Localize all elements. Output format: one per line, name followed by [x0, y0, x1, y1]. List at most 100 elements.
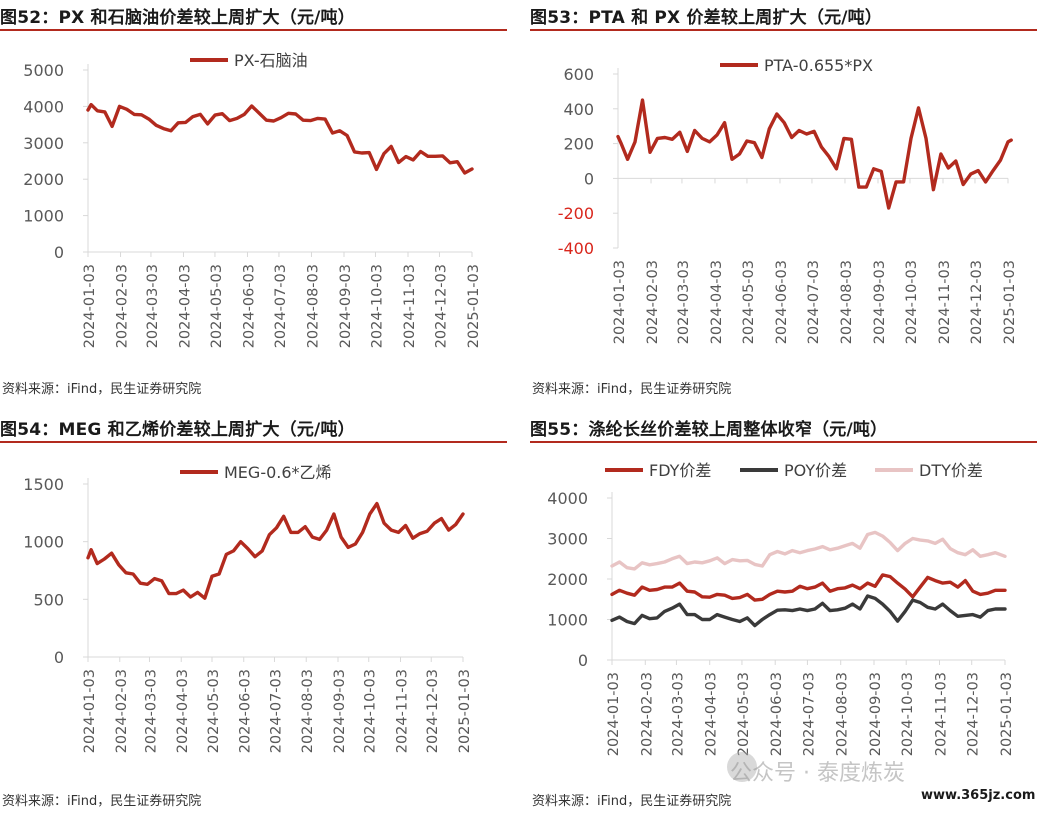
- line-chart-55: 0 1000 2000 3000 4000 2024-01-03 2024-02-03 202…: [547, 461, 1015, 756]
- x-tick-label: 2024-10-03: [904, 260, 920, 344]
- y-tick-label: -400: [558, 239, 594, 258]
- x-tick-label: 2024-06-03: [241, 264, 257, 348]
- y-tick-label: 0: [584, 169, 594, 188]
- x-tick-label: 2024-08-03: [300, 669, 316, 753]
- y-tick-label: 2000: [547, 570, 588, 589]
- x-tick-label: 2024-12-03: [433, 264, 449, 348]
- y-tick-label: 4000: [547, 489, 588, 508]
- x-tick-label: 2024-12-03: [966, 672, 982, 756]
- x-tick-label: 2024-08-03: [839, 260, 855, 344]
- x-tick-label: 2024-01-03: [82, 264, 98, 348]
- x-tick-label: 2024-09-03: [872, 260, 888, 344]
- series-line-1: [86, 501, 465, 600]
- x-tick-label: 2025-01-03: [1002, 260, 1018, 344]
- x-tick-label: 2024-06-03: [774, 260, 790, 344]
- y-tick-label: -200: [558, 204, 594, 223]
- x-tick-label: 2024-06-03: [238, 669, 254, 753]
- title-divider-54: [0, 441, 507, 443]
- x-tick-label: 2024-09-03: [332, 669, 348, 753]
- panel-title-55: 图55：涤纶长丝价差较上周整体收窄（元/吨）: [530, 420, 888, 440]
- legend-label: MEG-0.6*乙烯: [224, 463, 332, 482]
- x-tick-label: 2024-01-03: [82, 669, 98, 753]
- x-tick-label: 2024-04-03: [175, 669, 191, 753]
- x-tick-label: 2024-02-03: [114, 669, 130, 753]
- y-tick-label: 1000: [547, 611, 588, 630]
- x-tick-label: 2024-01-03: [606, 672, 622, 756]
- series-line-1: [86, 102, 474, 175]
- y-tick-label: 3000: [547, 530, 588, 549]
- y-tick-label: 0: [54, 648, 64, 667]
- chart-panel-52: 图52：PX 和石脑油价差较上周扩大（元/吨） 0 1000 2000 3000 400…: [0, 0, 507, 405]
- x-tick-label: 2024-05-03: [736, 672, 752, 756]
- line-chart-54: 0 500 1000 1500 2024-01-03 2024-02-03 2024-03-…: [23, 463, 473, 753]
- source-note-55: 资料来源：iFind，民生证券研究院: [532, 794, 732, 809]
- title-divider-53: [530, 29, 1037, 31]
- source-note-54: 资料来源：iFind，民生证券研究院: [2, 794, 202, 809]
- x-tick-label: 2024-07-03: [268, 669, 284, 753]
- chart-panel-55: 图55：涤纶长丝价差较上周整体收窄（元/吨） 0 1000 2000 3000 4000…: [530, 412, 1037, 817]
- legend-label: PX-石脑油: [234, 51, 308, 70]
- x-tick-label: 2024-10-03: [900, 672, 916, 756]
- watermark-text: 公众号 · 泰度炼炭: [730, 761, 905, 786]
- x-tick-label: 2024-05-03: [206, 669, 222, 753]
- x-tick-label: 2024-08-03: [835, 672, 851, 756]
- y-tick-label: 200: [563, 135, 594, 154]
- x-tick-label: 2024-03-03: [670, 672, 686, 756]
- x-tick-label: 2024-02-03: [115, 264, 131, 348]
- x-tick-label: 2025-01-03: [999, 672, 1015, 756]
- series-line-2: [610, 594, 1007, 628]
- y-tick-label: 0: [578, 651, 588, 670]
- y-tick-label: 4000: [23, 97, 64, 116]
- x-tick-label: 2024-07-03: [801, 672, 817, 756]
- y-tick-label: 600: [563, 65, 594, 84]
- panel-title-53: 图53：PTA 和 PX 价差较上周扩大（元/吨）: [530, 8, 883, 28]
- y-tick-label: 500: [33, 590, 64, 609]
- line-chart-52: 0 1000 2000 3000 4000 5000 2024-01-03 2024-02-0…: [23, 51, 482, 348]
- chart-panel-54: 图54：MEG 和乙烯价差较上周扩大（元/吨） 0 500 1000 1500 2024…: [0, 412, 507, 817]
- line-chart-53: -400 -200 0 200 400 600 2024-01-03 2024-02-03 20…: [558, 56, 1018, 344]
- x-tick-label: 2024-05-03: [209, 264, 225, 348]
- source-note-52: 资料来源：iFind，民生证券研究院: [2, 382, 202, 397]
- y-tick-label: 1000: [23, 533, 64, 552]
- x-tick-label: 2024-07-03: [806, 260, 822, 344]
- x-tick-label: 2024-04-03: [709, 260, 725, 344]
- x-tick-label: 2024-02-03: [639, 672, 655, 756]
- x-tick-label: 2024-09-03: [338, 264, 354, 348]
- x-tick-label: 2024-08-03: [305, 264, 321, 348]
- x-tick-label: 2024-11-03: [934, 672, 950, 756]
- series-line-1: [610, 573, 1007, 602]
- x-tick-label: 2024-04-03: [177, 264, 193, 348]
- x-tick-label: 2024-06-03: [769, 672, 785, 756]
- x-tick-label: 2024-03-03: [143, 669, 159, 753]
- y-tick-label: 1000: [23, 207, 64, 226]
- y-tick-label: 3000: [23, 134, 64, 153]
- x-tick-label: 2024-12-03: [969, 260, 985, 344]
- x-tick-label: 2024-11-03: [395, 669, 411, 753]
- x-tick-label: 2024-10-03: [363, 669, 379, 753]
- title-divider-55: [530, 441, 1037, 443]
- panel-title-54: 图54：MEG 和乙烯价差较上周扩大（元/吨）: [0, 420, 355, 440]
- panel-title-52: 图52：PX 和石脑油价差较上周扩大（元/吨）: [0, 8, 355, 28]
- legend-label: PTA-0.655*PX: [764, 56, 873, 75]
- wechat-watermark-icon: [727, 752, 757, 782]
- y-tick-label: 0: [54, 243, 64, 262]
- x-tick-label: 2025-01-03: [457, 669, 473, 753]
- y-tick-label: 5000: [23, 61, 64, 80]
- site-badge: www.365jz.com: [917, 787, 1037, 804]
- x-tick-label: 2024-05-03: [741, 260, 757, 344]
- series-line-1: [616, 98, 1013, 210]
- x-tick-label: 2024-10-03: [369, 264, 385, 348]
- x-tick-label: 2024-09-03: [868, 672, 884, 756]
- x-tick-label: 2024-12-03: [425, 669, 441, 753]
- x-tick-label: 2024-01-03: [612, 260, 628, 344]
- chart-panel-53: 图53：PTA 和 PX 价差较上周扩大（元/吨） -400 -200 0 200 40…: [530, 0, 1037, 405]
- y-tick-label: 2000: [23, 170, 64, 189]
- legend-label: POY价差: [784, 461, 847, 480]
- x-tick-label: 2024-02-03: [645, 260, 661, 344]
- x-tick-label: 2024-03-03: [145, 264, 161, 348]
- x-tick-label: 2024-11-03: [402, 264, 418, 348]
- title-divider-52: [0, 29, 507, 31]
- series-line-3: [610, 530, 1007, 571]
- y-tick-label: 1500: [23, 475, 64, 494]
- x-tick-label: 2024-03-03: [676, 260, 692, 344]
